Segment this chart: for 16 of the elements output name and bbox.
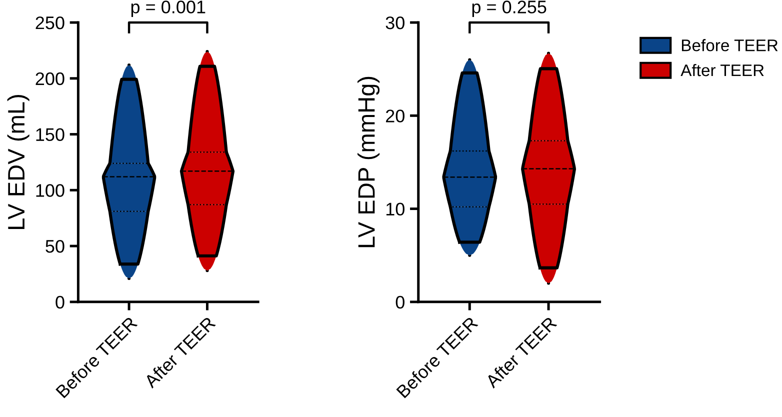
y-tick-label: 200 bbox=[36, 72, 64, 86]
y-tick-label: 100 bbox=[36, 184, 64, 197]
y-tick-label: 50 bbox=[46, 240, 64, 253]
y-tick-label: 250 bbox=[36, 16, 64, 30]
y-axis-title: LV EDP (mmHg) bbox=[358, 76, 380, 248]
legend-label: After TEER bbox=[680, 64, 764, 76]
y-tick-label: 0 bbox=[56, 296, 64, 309]
y-tick-label: 20 bbox=[386, 110, 404, 122]
y-axis-title: LV EDV (mL) bbox=[7, 95, 30, 229]
text: p = 0.255 bbox=[472, 0, 546, 17]
y-tick-label: 0 bbox=[396, 296, 404, 309]
y-tick-label: 30 bbox=[386, 16, 404, 30]
legend-label: Before TEER bbox=[682, 39, 778, 52]
y-tick-label: 10 bbox=[386, 202, 404, 216]
y-tick-label: 150 bbox=[36, 128, 64, 141]
text: p = 0.001 bbox=[131, 0, 206, 17]
